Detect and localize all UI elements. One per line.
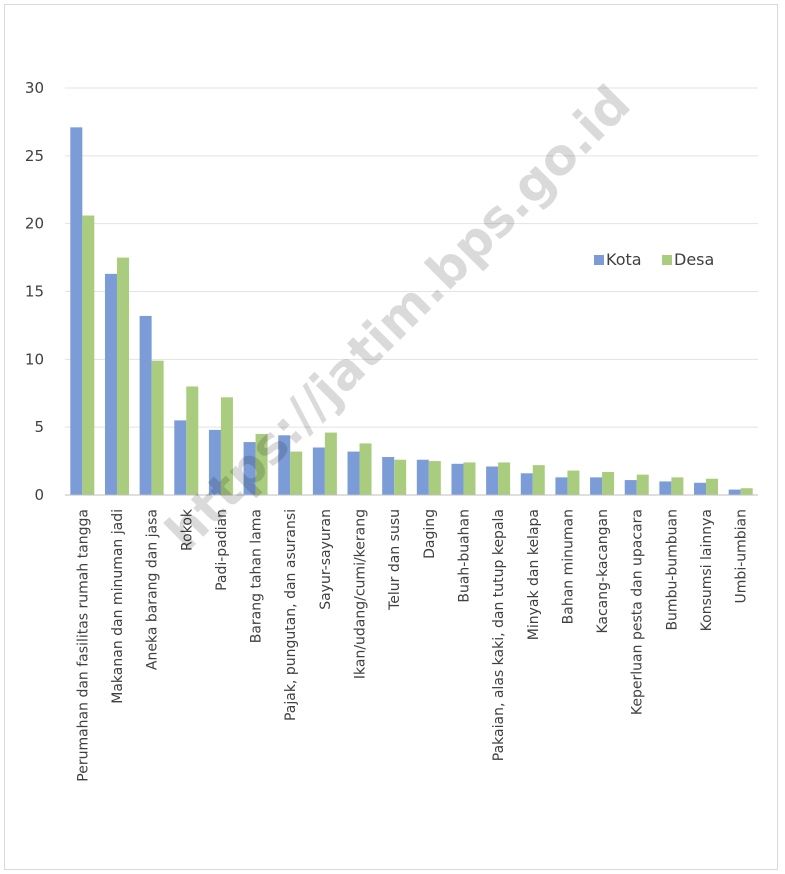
bar-desa (359, 443, 372, 495)
bar-desa (498, 462, 511, 495)
y-tick-label: 30 (25, 79, 44, 97)
bar-desa (532, 465, 545, 495)
bar-kota (416, 459, 429, 495)
x-tick-label: Ikan/udang/cumi/kerang (353, 509, 369, 679)
x-tick-label: Sayur-sayuran (318, 509, 334, 610)
bar-desa (428, 461, 441, 495)
bar-desa (671, 477, 684, 495)
bar-kota (174, 420, 187, 495)
x-tick-label: Umbi-umbian (734, 509, 750, 603)
x-tick-label: Rokok (179, 508, 195, 551)
y-tick-label: 0 (34, 486, 44, 504)
bar-kota (70, 127, 83, 496)
legend-swatch-desa (662, 255, 672, 265)
bar-desa (186, 386, 199, 495)
x-tick-label: Minyak dan kelapa (526, 509, 542, 640)
x-tick-label: Padi-padian (214, 509, 230, 591)
bar-kota (208, 429, 221, 495)
y-tick-label: 25 (25, 147, 44, 165)
bar-kota (278, 435, 291, 495)
chart-frame (4, 4, 778, 870)
x-tick-label: Kacang-kacangan (595, 509, 611, 634)
bar-kota (624, 480, 637, 495)
y-tick-label: 5 (34, 418, 44, 436)
legend-swatch-kota (594, 255, 604, 265)
x-tick-label: Pakaian, alas kaki, dan tutup kepala (491, 509, 507, 761)
legend: Kota Desa (594, 250, 714, 269)
x-tick-label: Telur dan susu (387, 509, 403, 611)
y-tick-label: 20 (25, 215, 44, 233)
x-tick-label: Konsumsi lainnya (699, 509, 715, 631)
y-tick-label: 15 (25, 283, 44, 301)
gridlines (65, 87, 758, 428)
x-tick-label: Keperluan pesta dan upacara (630, 509, 646, 715)
bar-desa (151, 360, 164, 495)
bar-kota (659, 481, 672, 495)
x-tick-label: Aneka barang dan jasa (145, 509, 161, 670)
bar-desa (602, 471, 615, 495)
legend-label-kota: Kota (606, 250, 642, 269)
bar-desa (636, 474, 649, 495)
bar-kota (694, 482, 707, 495)
x-tick-label: Perumahan dan fasilitas rumah tangga (75, 509, 91, 782)
bar-kota (243, 442, 256, 495)
bar-kota (590, 477, 603, 495)
bar-kota (555, 477, 568, 495)
x-tick-label: Buah-buahan (456, 509, 472, 603)
bar-desa (567, 470, 580, 495)
bar-desa (82, 215, 95, 495)
bar-desa (463, 462, 476, 495)
bar-kota (312, 447, 325, 495)
legend-label-desa: Desa (674, 250, 714, 269)
x-tick-label: Bumbu-bumbuan (664, 509, 680, 631)
bar-desa (255, 433, 268, 495)
x-tick-label: Pajak, pungutan, dan asuransi (283, 509, 299, 721)
x-tick-label: Barang tahan lama (249, 509, 265, 643)
bar-kota (520, 473, 533, 495)
bar-kota (451, 463, 464, 495)
bar-desa (116, 257, 129, 495)
bar-kota (382, 457, 395, 495)
bar-kota (728, 489, 741, 495)
bar-desa (290, 451, 303, 495)
x-tick-label: Makanan dan minuman jadi (110, 509, 126, 704)
bar-desa (324, 432, 337, 495)
y-tick-label: 10 (25, 350, 44, 368)
x-axis-labels: Perumahan dan fasilitas rumah tangga Maka… (75, 508, 749, 782)
bars (70, 127, 753, 496)
x-tick-label: Bahan minuman (560, 509, 576, 624)
bar-kota (139, 315, 152, 495)
bar-desa (220, 397, 233, 495)
y-axis-ticks: 0 5 10 15 20 25 30 (25, 79, 44, 504)
bar-desa (740, 488, 753, 495)
bar-kota (347, 451, 360, 495)
x-tick-label: Daging (422, 509, 438, 559)
bar-kota (104, 273, 117, 495)
bar-desa (394, 459, 407, 495)
bar-desa (706, 478, 719, 495)
bar-kota (486, 466, 499, 495)
